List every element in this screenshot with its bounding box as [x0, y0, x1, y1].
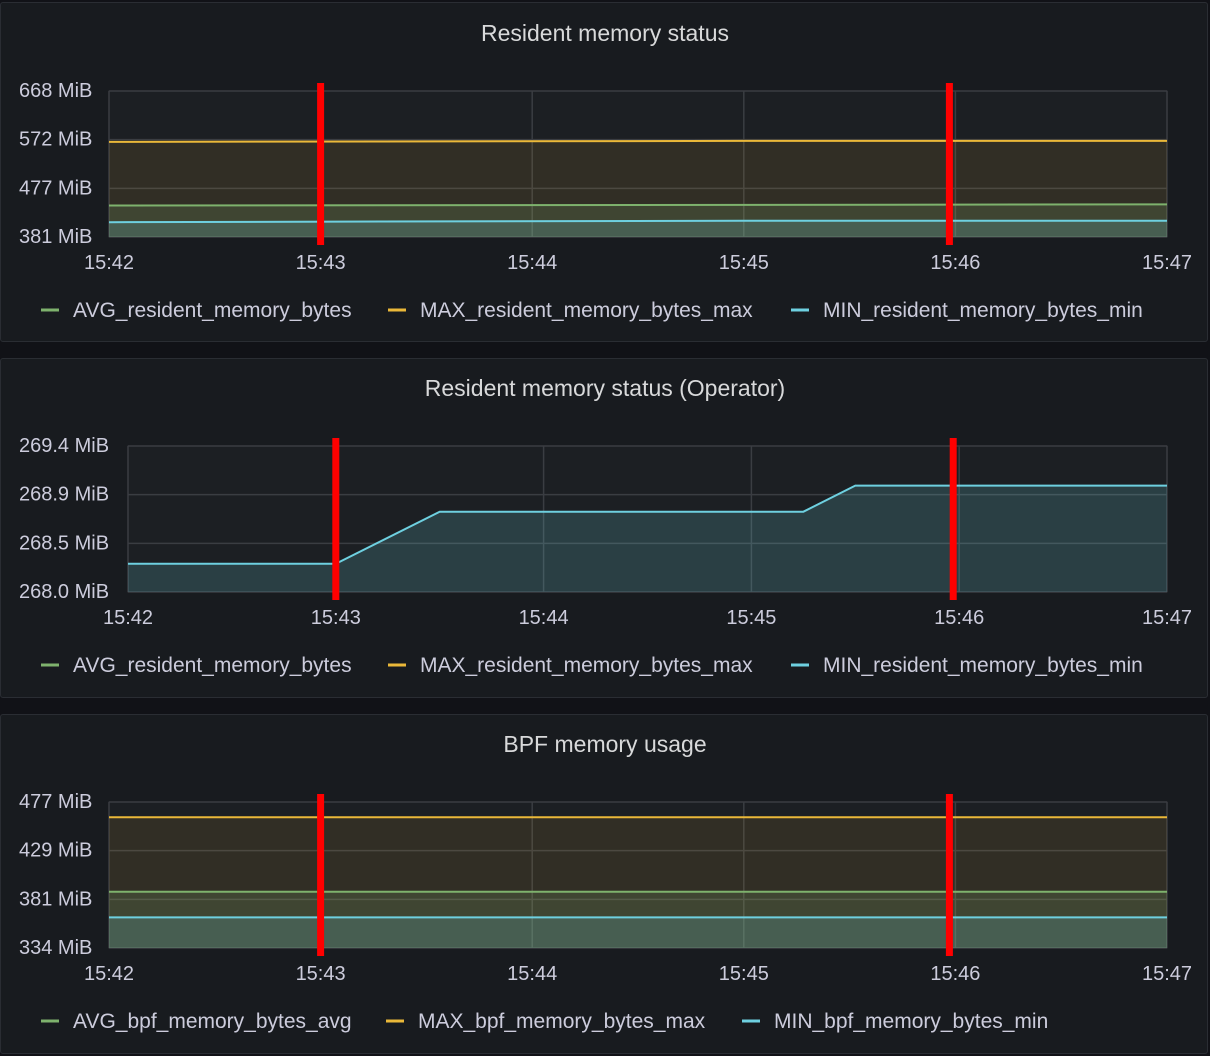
y-tick-label: 268.9 MiB [19, 484, 109, 506]
y-tick-label: 381 MiB [19, 888, 92, 910]
x-tick-label: 15:45 [726, 607, 776, 629]
annotation-marker [945, 794, 953, 956]
plot-area [127, 445, 1168, 593]
legend-item-avg[interactable]: AVG_resident_memory_bytes [73, 654, 352, 677]
chart-title: Resident memory status (Operator) [425, 375, 785, 401]
series-line-max [108, 139, 1167, 143]
legend-item-max[interactable]: MAX_resident_memory_bytes_max [420, 299, 753, 322]
x-tick-label: 15:46 [934, 607, 984, 629]
legend-item-min[interactable]: MIN_resident_memory_bytes_min [823, 299, 1143, 322]
x-tick-label: 15:43 [311, 607, 361, 629]
series-area-min [128, 485, 1167, 592]
y-tick-label: 268.5 MiB [19, 532, 109, 554]
annotation-marker [949, 438, 957, 600]
chart-svg: Resident memory status 668 MiB 572 MiB 477 … [19, 20, 1192, 322]
y-tick-label: 269.4 MiB [19, 435, 109, 457]
x-tick-label: 15:44 [519, 607, 569, 629]
y-tick-label: 381 MiB [19, 226, 92, 248]
legend-item-max[interactable]: MAX_bpf_memory_bytes_max [418, 1010, 706, 1033]
y-tick-label: 477 MiB [19, 791, 92, 813]
y-tick-label: 268.0 MiB [19, 581, 109, 603]
legend-item-min[interactable]: MIN_resident_memory_bytes_min [823, 654, 1143, 677]
x-tick-label: 15:43 [296, 963, 346, 985]
annotation-marker [945, 83, 953, 245]
x-tick-label: 15:47 [1142, 963, 1192, 985]
x-tick-label: 15:44 [507, 252, 557, 274]
series-area-avg [109, 891, 1167, 948]
chart-svg: BPF memory usage 477 MiB 429 MiB 381 MiB 334… [19, 731, 1192, 1033]
x-tick-label: 15:42 [84, 963, 134, 985]
x-tick-label: 15:43 [296, 252, 346, 274]
series-area-max [109, 817, 1167, 948]
plot-area [108, 90, 1168, 238]
chart-title: BPF memory usage [503, 731, 706, 757]
x-tick-label: 15:42 [84, 252, 134, 274]
y-tick-label: 429 MiB [19, 840, 92, 862]
series-line-min [128, 484, 1167, 565]
y-tick-label: 572 MiB [19, 129, 92, 151]
x-tick-label: 15:44 [507, 963, 557, 985]
series-line-avg [108, 203, 1168, 207]
chart-title: Resident memory status [481, 20, 729, 46]
x-tick-label: 15:45 [719, 963, 769, 985]
legend-item-avg[interactable]: AVG_bpf_memory_bytes_avg [73, 1010, 352, 1033]
legend-item-max[interactable]: MAX_resident_memory_bytes_max [420, 654, 753, 677]
x-tick-label: 15:46 [930, 252, 980, 274]
y-tick-label: 668 MiB [19, 80, 92, 102]
chart-svg: Resident memory status (Operator) 269.4 M… [19, 375, 1192, 677]
series-area-min [109, 220, 1167, 237]
panel-resident-memory-operator: Resident memory status (Operator) 269.4 M… [0, 358, 1208, 698]
legend-item-avg[interactable]: AVG_resident_memory_bytes [73, 299, 352, 322]
legend-item-min[interactable]: MIN_bpf_memory_bytes_min [774, 1010, 1048, 1033]
annotation-marker [317, 83, 325, 245]
annotation-marker [317, 794, 325, 956]
x-tick-label: 15:42 [103, 607, 153, 629]
y-tick-label: 477 MiB [19, 177, 92, 199]
x-tick-label: 15:45 [719, 252, 769, 274]
x-tick-label: 15:46 [930, 963, 980, 985]
y-tick-label: 334 MiB [19, 937, 92, 959]
annotation-marker [332, 438, 340, 600]
series-area-min [109, 917, 1167, 948]
x-tick-label: 15:47 [1142, 607, 1192, 629]
x-tick-label: 15:47 [1142, 252, 1192, 274]
panel-bpf-memory: BPF memory usage 477 MiB 429 MiB 381 MiB 334… [0, 714, 1208, 1054]
series-area-max [109, 140, 1167, 237]
panel-resident-memory: Resident memory status 668 MiB 572 MiB 477 … [0, 2, 1208, 342]
